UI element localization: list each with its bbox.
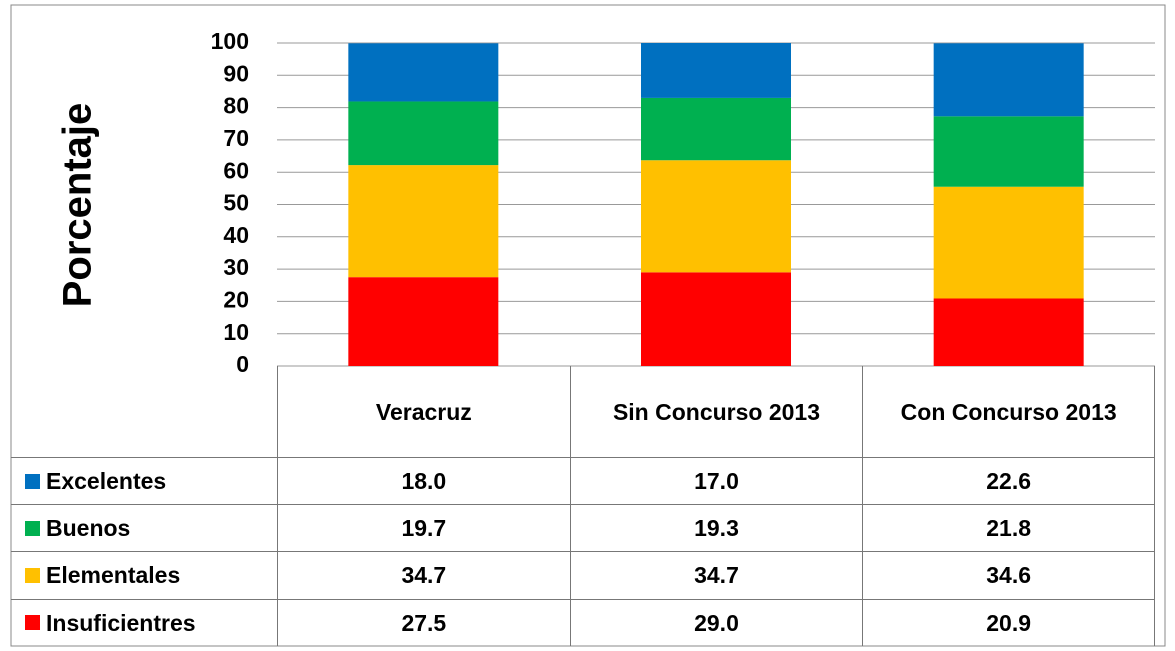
legend-entry: Insuficientres (11, 598, 277, 646)
table-value: 17.0 (569, 457, 863, 505)
bar-segment (933, 116, 1084, 187)
y-axis-label: Porcentaje (56, 103, 100, 308)
bar-segment (348, 165, 499, 278)
y-tick-label: 80 (223, 93, 249, 119)
legend-swatch (25, 567, 40, 583)
legend-label: Excelentes (46, 468, 167, 495)
legend-swatch (25, 473, 40, 489)
legend-swatch (25, 520, 40, 536)
y-tick-label: 90 (223, 60, 249, 86)
table-value: 34.7 (277, 551, 570, 599)
y-tick-label: 20 (223, 286, 249, 312)
y-tick-label: 10 (223, 319, 249, 345)
chart-border (10, 4, 1166, 647)
bar-segment (348, 277, 499, 366)
bar-segment (933, 186, 1084, 299)
y-tick-label: 60 (223, 157, 249, 183)
bar-segment (641, 272, 791, 366)
table-value: 27.5 (277, 598, 570, 646)
table-value: 18.0 (277, 457, 570, 505)
legend-entry: Elementales (11, 551, 277, 598)
table-value: 21.8 (862, 504, 1155, 552)
table-value: 29.0 (569, 598, 863, 646)
table-value: 19.7 (277, 504, 570, 552)
legend-swatch (25, 615, 40, 631)
bar-segment (348, 43, 499, 102)
table-value: 22.6 (862, 457, 1155, 505)
legend-entry: Excelentes (11, 457, 277, 504)
y-tick-label: 50 (223, 190, 249, 216)
category-label: Veracruz (277, 366, 570, 457)
bar-segment (641, 43, 791, 98)
table-value: 34.6 (862, 551, 1155, 599)
legend-entry: Buenos (11, 504, 277, 551)
legend-label: Insuficientres (46, 609, 196, 636)
table-value: 34.7 (569, 551, 863, 599)
y-tick-label: 70 (223, 125, 249, 151)
y-tick-label: 100 (211, 28, 249, 54)
table-value: 19.3 (569, 504, 863, 552)
y-tick-label: 0 (236, 351, 249, 377)
bar-segment (933, 43, 1084, 117)
category-label: Con Concurso 2013 (862, 366, 1155, 457)
y-tick-label: 30 (223, 254, 249, 280)
y-tick-label: 40 (223, 222, 249, 248)
table-value: 20.9 (862, 598, 1155, 646)
bar-segment (641, 97, 791, 161)
legend-label: Buenos (46, 515, 131, 542)
bar-segment (933, 298, 1084, 366)
bar-segment (641, 160, 791, 273)
category-label: Sin Concurso 2013 (569, 366, 863, 457)
legend-label: Elementales (46, 562, 181, 589)
bar-segment (348, 101, 499, 166)
